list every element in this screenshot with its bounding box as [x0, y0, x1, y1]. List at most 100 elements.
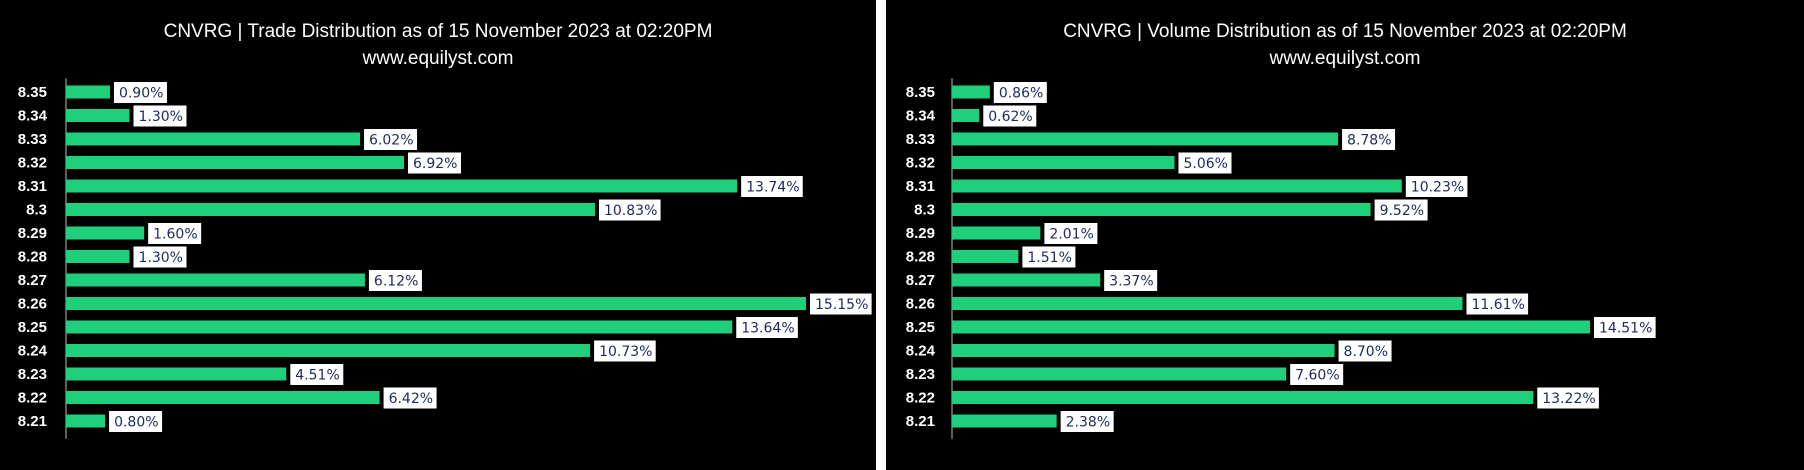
data-label-box — [1022, 246, 1076, 268]
bar — [66, 85, 110, 99]
y-tick-label: 8.27 — [18, 272, 47, 289]
bar — [66, 320, 733, 334]
data-label-box — [1466, 293, 1529, 315]
y-tick-label: 8.25 — [906, 319, 935, 336]
data-label-box — [1060, 411, 1114, 432]
y-tick-label: 8.23 — [18, 366, 47, 383]
y-tick-label: 8.31 — [18, 178, 47, 195]
y-tick-label: 8.3 — [26, 202, 47, 219]
data-label: 1.51% — [1027, 250, 1071, 266]
data-label: 1.30% — [138, 250, 182, 266]
y-tick-label: 8.26 — [906, 296, 935, 313]
data-label: 10.83% — [604, 203, 657, 219]
data-label: 7.60% — [1295, 368, 1339, 384]
data-label-box — [148, 223, 202, 244]
bar — [66, 109, 130, 122]
data-label: 2.38% — [1066, 415, 1110, 431]
data-label-box — [594, 340, 656, 362]
data-label-box — [113, 82, 167, 103]
bar — [952, 414, 1057, 428]
y-tick-label: 8.32 — [906, 155, 935, 172]
bar — [952, 179, 1402, 193]
data-label-box — [993, 82, 1047, 103]
chart-subtitle: www.equilyst.com — [362, 48, 514, 69]
y-tick-label: 8.26 — [18, 296, 47, 313]
bar — [66, 273, 365, 287]
data-label: 13.64% — [741, 321, 794, 337]
data-label-box — [1537, 387, 1599, 409]
chart-subtitle: www.equilyst.com — [1269, 48, 1421, 69]
data-label: 8.78% — [1347, 133, 1391, 149]
data-label-box — [741, 176, 803, 197]
data-label: 0.86% — [999, 86, 1043, 102]
data-label-box — [1342, 129, 1396, 150]
data-label: 6.02% — [369, 133, 413, 149]
data-label: 8.70% — [1344, 344, 1388, 360]
data-label-box — [1594, 317, 1656, 338]
data-label: 3.37% — [1109, 274, 1153, 290]
bar — [952, 391, 1534, 404]
data-label-box — [1338, 340, 1392, 362]
data-label-box — [1290, 364, 1344, 385]
chart-title-block: CNVRG | Volume Distribution as of 15 Nov… — [886, 18, 1804, 72]
chart-title-block: CNVRG | Trade Distribution as of 15 Nove… — [0, 18, 876, 72]
data-label: 2.01% — [1049, 227, 1093, 243]
data-label: 0.62% — [988, 109, 1032, 125]
bar — [66, 367, 287, 381]
data-label-box — [983, 105, 1037, 127]
bar — [952, 344, 1335, 357]
data-label: 5.06% — [1183, 156, 1227, 172]
bar — [952, 367, 1287, 381]
data-label: 6.42% — [389, 391, 433, 407]
data-label: 13.22% — [1542, 391, 1595, 407]
volume-distribution-panel: CNVRG | Volume Distribution as of 15 Nov… — [886, 0, 1804, 470]
data-label-box — [1178, 152, 1232, 174]
data-label: 6.92% — [413, 156, 457, 172]
bar — [66, 391, 380, 404]
data-label: 14.51% — [1599, 321, 1652, 337]
data-label-box — [133, 246, 187, 268]
y-tick-label: 8.23 — [906, 366, 935, 383]
bar — [66, 132, 361, 146]
trade-distribution-chart: 8.35 0.90%8.34 1.30%8.33 6.02%8.32 6.92%8.31… — [18, 78, 872, 439]
y-tick-label: 8.35 — [906, 84, 935, 101]
data-label-box — [598, 199, 661, 221]
bar — [66, 156, 405, 169]
data-label: 9.52% — [1380, 203, 1424, 219]
data-label-box — [736, 317, 798, 338]
y-tick-label: 8.28 — [18, 249, 47, 266]
data-label: 0.90% — [119, 86, 163, 102]
y-tick-label: 8.31 — [906, 178, 935, 195]
y-tick-label: 8.3 — [914, 202, 935, 219]
bar — [66, 226, 145, 240]
y-tick-label: 8.33 — [906, 131, 935, 148]
data-label: 15.15% — [815, 297, 868, 313]
data-label-box — [133, 105, 187, 127]
y-tick-label: 8.22 — [18, 390, 47, 407]
chart-title: CNVRG | Volume Distribution as of 15 Nov… — [1063, 21, 1627, 42]
y-tick-label: 8.34 — [18, 108, 48, 125]
data-label-box — [383, 387, 437, 409]
y-tick-label: 8.22 — [906, 390, 935, 407]
y-tick-label: 8.25 — [18, 319, 47, 336]
data-label-box — [1405, 176, 1468, 197]
data-label: 10.73% — [599, 344, 652, 360]
data-label-box — [1044, 223, 1098, 244]
bar — [952, 203, 1371, 216]
data-label-box — [109, 411, 163, 432]
y-tick-label: 8.27 — [906, 272, 935, 289]
bar — [952, 297, 1463, 310]
data-label: 13.74% — [746, 180, 799, 196]
data-label: 10.23% — [1411, 180, 1464, 196]
bar — [952, 109, 980, 122]
data-label-box — [1374, 199, 1428, 221]
data-label-box — [1104, 270, 1158, 291]
trade-distribution-panel: CNVRG | Trade Distribution as of 15 Nove… — [0, 0, 876, 470]
y-tick-label: 8.21 — [18, 413, 47, 430]
y-tick-label: 8.34 — [906, 108, 936, 125]
data-label-box — [408, 152, 462, 174]
data-label: 6.12% — [374, 274, 418, 290]
y-tick-label: 8.33 — [18, 131, 47, 148]
bar — [952, 85, 990, 99]
bar — [952, 250, 1019, 263]
